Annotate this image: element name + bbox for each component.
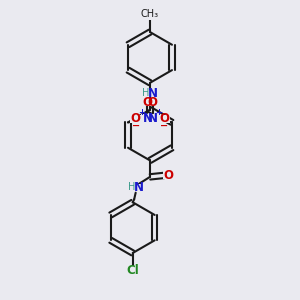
Text: H: H bbox=[142, 88, 149, 98]
Bar bbox=[142, 98, 153, 106]
Text: O: O bbox=[160, 112, 170, 125]
Bar bbox=[128, 184, 136, 190]
Text: CH₃: CH₃ bbox=[141, 8, 159, 19]
Text: +: + bbox=[155, 108, 162, 117]
Bar bbox=[163, 171, 173, 179]
Bar bbox=[130, 115, 141, 123]
Text: H: H bbox=[128, 182, 136, 192]
Bar bbox=[146, 114, 159, 124]
Bar bbox=[126, 266, 139, 276]
Text: O: O bbox=[148, 96, 158, 109]
Text: N: N bbox=[147, 87, 158, 100]
Bar bbox=[147, 98, 158, 106]
Text: Cl: Cl bbox=[126, 264, 139, 278]
Bar bbox=[148, 90, 157, 97]
Text: N: N bbox=[148, 112, 158, 125]
Text: N: N bbox=[142, 112, 152, 125]
Bar bbox=[142, 7, 158, 20]
Text: +: + bbox=[138, 108, 145, 117]
Text: O: O bbox=[163, 169, 173, 182]
Text: N: N bbox=[134, 181, 144, 194]
Bar bbox=[141, 114, 154, 124]
Text: O: O bbox=[130, 112, 140, 125]
Bar bbox=[141, 90, 150, 97]
Bar bbox=[134, 184, 143, 191]
Text: O: O bbox=[142, 96, 152, 109]
Text: −: − bbox=[160, 120, 168, 130]
Text: −: − bbox=[132, 120, 140, 130]
Bar bbox=[159, 115, 170, 123]
